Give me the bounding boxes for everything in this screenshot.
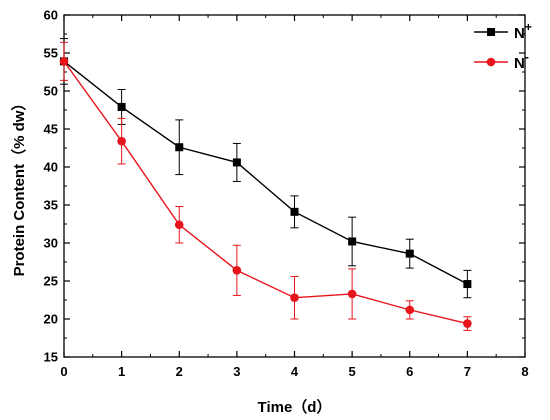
x-tick-label: 5 xyxy=(349,364,356,379)
legend-marker xyxy=(487,28,495,36)
legend-label: N+ xyxy=(514,20,532,42)
y-tick-label: 45 xyxy=(44,122,58,137)
y-tick-label: 20 xyxy=(44,312,58,327)
data-point xyxy=(405,249,414,258)
series-n-plus xyxy=(60,38,472,299)
y-axis-title: Protein Content（% dw） xyxy=(10,96,28,277)
y-tick-label: 35 xyxy=(44,198,58,213)
y-tick-label: 55 xyxy=(44,46,58,61)
data-point xyxy=(174,220,184,230)
series-line xyxy=(63,60,468,325)
y-tick-label: 40 xyxy=(44,160,58,175)
data-point xyxy=(175,143,184,152)
data-point xyxy=(347,289,357,299)
data-point xyxy=(59,57,69,66)
x-tick-label: 3 xyxy=(233,364,240,379)
x-tick-label: 7 xyxy=(464,364,471,379)
series-n-minus xyxy=(59,41,472,331)
y-tick-label: 15 xyxy=(44,350,58,365)
x-tick-label: 4 xyxy=(291,364,299,379)
x-tick-label: 1 xyxy=(118,364,125,379)
y-tick-label: 30 xyxy=(44,236,58,251)
x-tick-label: 0 xyxy=(60,364,67,379)
x-tick-label: 2 xyxy=(176,364,183,379)
y-axis-ticks: 15 20 25 30 35 40 45 50 55 60 xyxy=(44,8,525,365)
data-point xyxy=(463,280,472,289)
data-point xyxy=(405,305,415,315)
y-tick-label: 50 xyxy=(44,84,58,99)
data-point xyxy=(290,207,299,216)
series-layer xyxy=(59,38,472,331)
y-tick-label: 25 xyxy=(44,274,58,289)
x-tick-label: 8 xyxy=(521,364,528,379)
legend-label: N- xyxy=(514,50,529,72)
legend: N+ N- xyxy=(474,20,532,72)
x-axis-ticks: 0 1 2 3 4 5 6 7 8 xyxy=(60,15,529,379)
legend-item-n-minus: N- xyxy=(474,50,529,72)
y-tick-label: 60 xyxy=(44,8,58,23)
series-line xyxy=(63,60,468,285)
data-point xyxy=(348,237,357,246)
data-point xyxy=(232,266,242,275)
data-point xyxy=(463,319,472,328)
data-point xyxy=(117,102,126,111)
x-tick-label: 6 xyxy=(406,364,413,379)
data-point xyxy=(117,136,126,146)
legend-item-n-plus: N+ xyxy=(474,20,532,42)
x-axis-title: Time（d） xyxy=(258,398,332,416)
legend-marker xyxy=(486,57,496,67)
data-point xyxy=(290,293,299,303)
data-point xyxy=(232,158,241,167)
